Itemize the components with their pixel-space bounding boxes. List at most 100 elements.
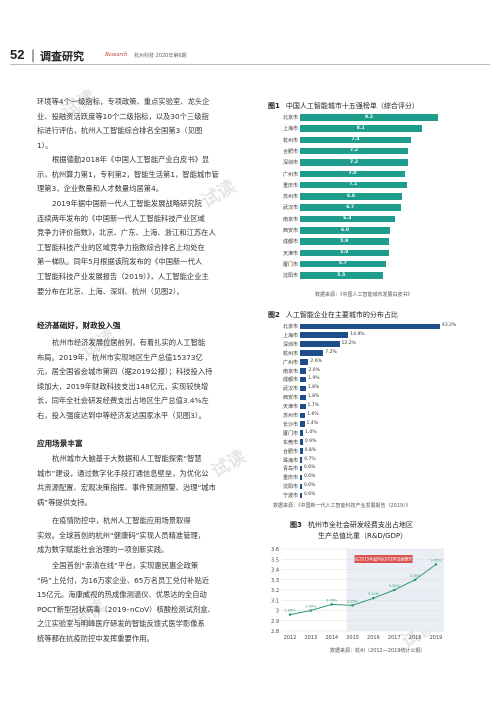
fig1-category-label: 上海市 bbox=[282, 126, 298, 133]
fig2-title: 图2 人工智能企业在主要城市的分布占比 bbox=[268, 310, 398, 320]
text-line: 根据德勤2018年《中国人工智能产业白皮书》显 bbox=[52, 155, 210, 164]
fig1-category-label: 厦门市 bbox=[282, 261, 298, 268]
fig1-category-label: 天津市 bbox=[282, 250, 298, 257]
fig3-label: 图3 bbox=[290, 521, 302, 529]
fig3-xtick-label: 2012 bbox=[284, 635, 297, 641]
fig2-value-label: 0.6% bbox=[304, 474, 316, 480]
fig3-data-label: 3.06% bbox=[326, 598, 338, 602]
fig3-ytick-label: 3.1 bbox=[271, 598, 279, 604]
fig1-bar bbox=[300, 193, 402, 200]
fig3-data-label: 3.30% bbox=[410, 574, 422, 578]
fig2-bar bbox=[300, 483, 302, 490]
fig2-category-label: 青岛市 bbox=[282, 466, 298, 473]
fig3-point bbox=[309, 609, 313, 612]
fig2-category-label: 重庆市 bbox=[282, 475, 298, 482]
fig1-bar bbox=[300, 227, 390, 234]
text-line: 连续两年发布的《中国新一代人工智能科技产业区域 bbox=[37, 213, 205, 223]
fig3-data-label: 3.45% bbox=[430, 558, 442, 562]
fig2-category-label: 东莞市 bbox=[282, 439, 298, 446]
fig2-value-label: 43.2% bbox=[442, 323, 457, 328]
fig3-xtick-label: 2013 bbox=[304, 635, 317, 641]
fig3-series-line bbox=[289, 563, 437, 616]
fig3-data-label: 3.12% bbox=[368, 592, 380, 596]
fig1-category-label: 重庆市 bbox=[282, 182, 298, 189]
paragraph-2: 根据德勤2018年《中国人工智能产业白皮书》显 示，杭州算力第1，专利第2，智能生… bbox=[37, 153, 219, 197]
fig3-xtick-label: 2016 bbox=[367, 635, 380, 641]
fig2-value-label: 0.6% bbox=[304, 465, 316, 471]
fig3-title-text-1: 杭州市全社会研发经费支出占地区 bbox=[307, 521, 413, 529]
fig1-category-label: 南京市 bbox=[282, 216, 298, 223]
fig1-value-label: 5.9 bbox=[340, 250, 349, 256]
fig1-category-label: 苏州市 bbox=[282, 194, 298, 201]
fig2-category-label: 南京市 bbox=[282, 368, 298, 375]
fig2-chart: 北京市 43.2% 上海市 14.9% 深圳市 12.2% 杭州市 7.2% 广州市 2.6% 南京… bbox=[262, 322, 472, 502]
text-line: 15亿元。海康威视的热成像测温仪、优思达的全自动 bbox=[37, 590, 207, 600]
fig1-category-label: 武汉市 bbox=[282, 205, 298, 212]
text-line: 理第3，企业数量和人才数量均居第4。 bbox=[37, 184, 164, 194]
fig3-xtick-label: 2017 bbox=[388, 635, 401, 641]
fig1-value-label: 5.9 bbox=[340, 238, 349, 244]
fig2-category-label: 沈阳市 bbox=[282, 484, 298, 491]
fig1-category-label: 杭州市 bbox=[282, 137, 298, 144]
page-number: 52 bbox=[10, 47, 25, 62]
fig1-value-label: 8.1 bbox=[356, 125, 365, 131]
text-line: 环境等4个一级指标，专项政策、重点实验室、龙头企 bbox=[37, 97, 210, 106]
fig1-value-label: 7.0 bbox=[348, 171, 357, 176]
paragraph-3: 2019年据中国新一代人工智能发展战略研究院 连续两年发布的《中国新一代人工智能科… bbox=[37, 197, 216, 299]
fig3-annotation-box bbox=[354, 555, 413, 563]
fig1-value-label: 7.2 bbox=[350, 148, 358, 154]
text-line: 共资源配置、宏观决策指挥、事件预测预警、治理“城市 bbox=[37, 483, 216, 493]
fig2-value-label: 1.4% bbox=[306, 420, 318, 426]
fig3-title-line1: 图3 杭州市全社会研发经费支出占地区 bbox=[290, 520, 413, 530]
fig1-bar bbox=[300, 238, 389, 245]
text-line: 工智能科技产业的区域竞争力指数综合排名上均处在 bbox=[37, 242, 205, 252]
section-heading-economy: 经济基础好，财政投入强 bbox=[37, 321, 121, 330]
fig1-category-label: 西安市 bbox=[282, 228, 298, 234]
fig2-bar bbox=[300, 457, 303, 463]
fig2-value-label: 1.8% bbox=[307, 385, 320, 391]
fig2-value-label: 0.6% bbox=[304, 483, 316, 489]
fig1-bar bbox=[300, 204, 401, 211]
fig2-category-label: 西安市 bbox=[282, 395, 298, 402]
text-line: 右，投入强度达到中等经济发达国家水平（见图3）。 bbox=[37, 410, 206, 420]
header-separator: | bbox=[31, 48, 36, 62]
text-line: 工智能科技产业发展报告（2019）》，人工智能企业主 bbox=[37, 271, 209, 281]
fig2-bar bbox=[300, 421, 305, 427]
fig2-value-label: 12.2% bbox=[341, 340, 356, 346]
fig1-bar bbox=[300, 136, 411, 144]
fig1-category-label: 成都市 bbox=[282, 239, 298, 246]
fig2-category-label: 武汉市 bbox=[282, 386, 298, 393]
fig2-bar bbox=[300, 350, 324, 356]
fig2-value-label: 0.8% bbox=[304, 447, 317, 453]
paragraph-4: 杭州市经济发展位居前列，有着扎实的人工智能 布局。2019年，杭州市实现地区生产总… bbox=[37, 336, 212, 424]
fig3-ytick-label: 3.3 bbox=[271, 578, 279, 584]
fig2-value-label: 0.7% bbox=[304, 456, 316, 462]
fig2-bar bbox=[300, 448, 303, 454]
fig2-category-label: 广州市 bbox=[282, 359, 298, 366]
fig3-title-line2: 生产总值比重（R&D/GDP） bbox=[318, 532, 408, 540]
section-heading-applications: 应用场景丰富 bbox=[37, 439, 83, 448]
fig2-category-label: 成都市 bbox=[282, 377, 298, 384]
fig1-value-label: 7.4 bbox=[351, 137, 360, 143]
fig2-value-label: 2.6% bbox=[310, 358, 322, 364]
fig3-point bbox=[351, 604, 354, 607]
fig1-bar bbox=[300, 159, 408, 166]
journal-name: 杭州科技 2020年第6期 bbox=[134, 53, 187, 59]
fig3-ytick-label: 2.8 bbox=[271, 629, 279, 635]
text-line: 成为数字赋能社会治理的一项创新实践。 bbox=[37, 545, 169, 555]
fig1-bar bbox=[300, 170, 405, 177]
fig1-bar bbox=[300, 249, 389, 257]
fig3-point bbox=[330, 603, 334, 606]
fig1-bar bbox=[300, 215, 395, 223]
paragraph-5: 杭州城市大脑基于大数据和人工智能探索“智慧 城市”建设，通过数字化手段打通信息壁垒… bbox=[37, 452, 216, 510]
fig2-category-label: 北京市 bbox=[282, 324, 298, 330]
fig2-category-label: 杭州市 bbox=[282, 350, 298, 357]
fig2-value-label: 1.0% bbox=[305, 429, 317, 435]
research-label: Research bbox=[105, 52, 128, 58]
fig3-ytick-label: 3.4 bbox=[271, 568, 279, 574]
text-line: 竞争力评价指数》，北京、广东、上海、浙江和江苏在人 bbox=[37, 228, 216, 238]
fig1-bar bbox=[300, 272, 383, 279]
fig2-label: 图2 bbox=[268, 311, 280, 319]
fig2-bar bbox=[300, 332, 349, 338]
text-line: 第一梯队。同年5月根据该院发布的《中国新一代人 bbox=[37, 257, 203, 267]
